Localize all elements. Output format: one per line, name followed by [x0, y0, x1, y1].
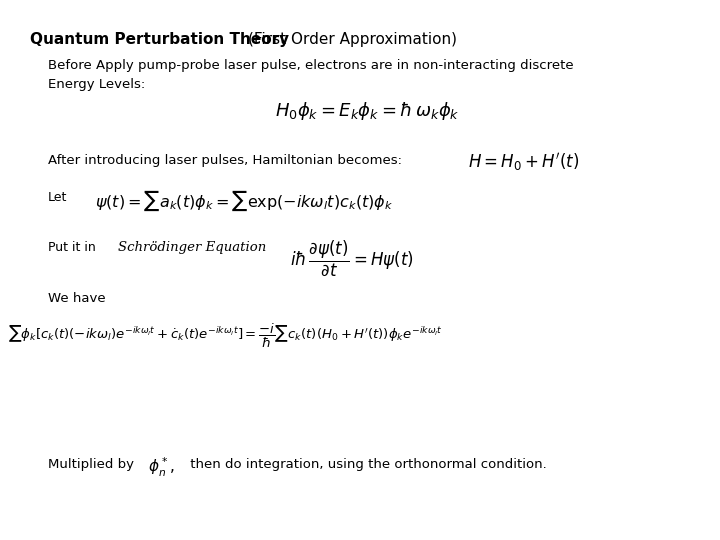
Text: $\psi(t) = \sum a_k(t)\phi_k = \sum \exp(-ik\omega_l t)c_k(t)\phi_k$: $\psi(t) = \sum a_k(t)\phi_k = \sum \exp… [95, 189, 393, 213]
Text: $H_0\phi_k = E_k\phi_k = \hbar\,\omega_k\phi_k$: $H_0\phi_k = E_k\phi_k = \hbar\,\omega_k… [275, 100, 459, 122]
Text: then do integration, using the orthonormal condition.: then do integration, using the orthonorm… [186, 458, 546, 471]
Text: Schrödinger Equation: Schrödinger Equation [118, 241, 266, 254]
Text: Multiplied by: Multiplied by [48, 458, 134, 471]
Text: $i\hbar\,\dfrac{\partial\psi(t)}{\partial t} = H\psi(t)$: $i\hbar\,\dfrac{\partial\psi(t)}{\partia… [290, 239, 414, 278]
Text: Quantum Perturbation Theory: Quantum Perturbation Theory [30, 32, 294, 47]
Text: $\sum\phi_k[c_k(t)(-ik\omega_l)e^{-ik\omega_l t} + \dot{c}_k(t)e^{-ik\omega_l t}: $\sum\phi_k[c_k(t)(-ik\omega_l)e^{-ik\om… [8, 322, 443, 350]
Text: We have: We have [48, 292, 106, 305]
Text: (First Order Approximation): (First Order Approximation) [248, 32, 457, 47]
Text: After introducing laser pulses, Hamiltonian becomes:: After introducing laser pulses, Hamilton… [48, 154, 402, 167]
Text: Energy Levels:: Energy Levels: [48, 78, 145, 91]
Text: Put it in: Put it in [48, 241, 96, 254]
Text: $H = H_0 + H'(t)$: $H = H_0 + H'(t)$ [468, 151, 580, 173]
Text: Let: Let [48, 191, 68, 204]
Text: Before Apply pump-probe laser pulse, electrons are in non-interacting discrete: Before Apply pump-probe laser pulse, ele… [48, 59, 574, 72]
Text: $\phi_n^*,$: $\phi_n^*,$ [148, 456, 174, 479]
